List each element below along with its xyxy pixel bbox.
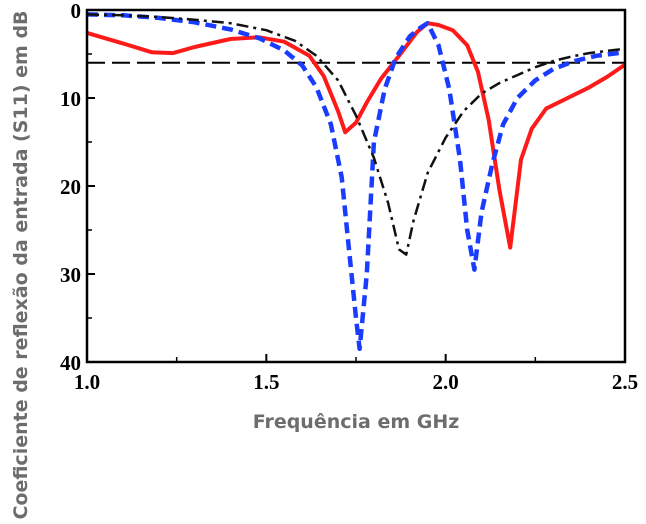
x-axis-label: Frequência em GHz <box>253 411 460 433</box>
axis-ticks: 1.0 1.5 2.0 2.5 0 10 20 30 40 <box>60 0 638 394</box>
y-tick-label-4: 30 <box>60 263 81 287</box>
y-tick-label-5: 40 <box>60 351 81 375</box>
x-tick-label-2: 1.5 <box>253 370 279 394</box>
series-line-3 <box>86 13 626 256</box>
y-tick-label-3: 20 <box>60 175 81 199</box>
x-tick-label-1: 1.0 <box>74 370 100 394</box>
series-line-1 <box>86 21 627 250</box>
y-tick-label-2: 10 <box>60 87 81 111</box>
y-axis-label: Coeficiente de reflexão da entrada (S11)… <box>10 10 32 519</box>
series-line-2 <box>86 12 626 352</box>
x-tick-label-4: 2.5 <box>612 370 638 394</box>
plot-series <box>86 12 627 352</box>
y-tick-label-1: 0 <box>71 0 82 23</box>
x-tick-label-3: 2.0 <box>433 370 459 394</box>
